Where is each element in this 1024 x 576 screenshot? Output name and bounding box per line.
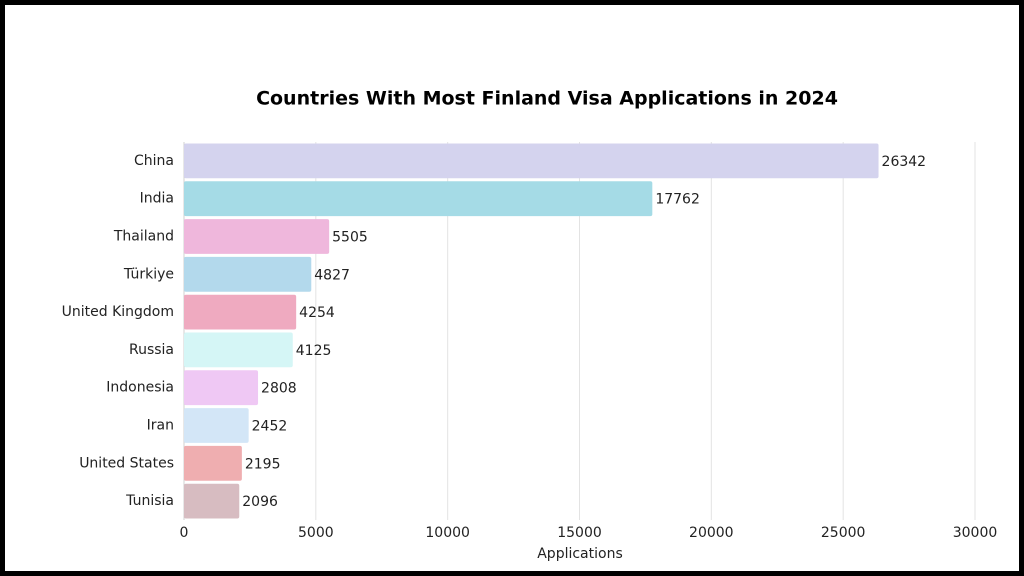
bar (184, 143, 879, 179)
value-label: 2096 (242, 494, 278, 510)
value-label: 2452 (252, 419, 288, 435)
y-tick-label: Türkiye (123, 266, 174, 282)
y-tick-label: Thailand (113, 229, 174, 245)
bar (184, 256, 312, 292)
y-tick-label: Tunisia (125, 493, 174, 509)
y-tick-label: Indonesia (106, 380, 174, 396)
x-tick-label: 5000 (298, 525, 334, 541)
value-label: 2808 (261, 381, 297, 397)
x-axis-label: Applications (537, 546, 623, 562)
bar (184, 408, 249, 443)
y-tick-label: Russia (129, 342, 174, 358)
x-tick-label: 30000 (953, 525, 998, 541)
value-label: 2195 (245, 456, 281, 472)
y-tick-label: China (134, 153, 174, 169)
frame (5, 5, 1019, 571)
x-tick-label: 0 (180, 525, 189, 541)
bar (184, 445, 242, 481)
bar (184, 332, 293, 368)
bar (184, 483, 240, 519)
chart-title: Countries With Most Finland Visa Applica… (256, 88, 838, 110)
x-tick-label: 15000 (557, 525, 602, 541)
value-label: 5505 (332, 230, 368, 246)
y-tick-label: India (140, 191, 174, 207)
value-label: 4125 (296, 343, 332, 359)
value-label: 17762 (655, 192, 700, 208)
value-label: 4254 (299, 305, 335, 321)
value-label: 4827 (314, 267, 350, 283)
bar (184, 219, 330, 254)
bar (184, 181, 653, 217)
value-label: 26342 (882, 154, 927, 170)
bar (184, 370, 259, 406)
y-tick-label: United Kingdom (62, 304, 174, 320)
y-tick-label: United States (79, 455, 174, 471)
x-tick-label: 25000 (821, 525, 866, 541)
y-tick-label: Iran (147, 418, 174, 434)
x-tick-label: 10000 (425, 525, 470, 541)
bar (184, 294, 297, 330)
x-tick-label: 20000 (689, 525, 734, 541)
